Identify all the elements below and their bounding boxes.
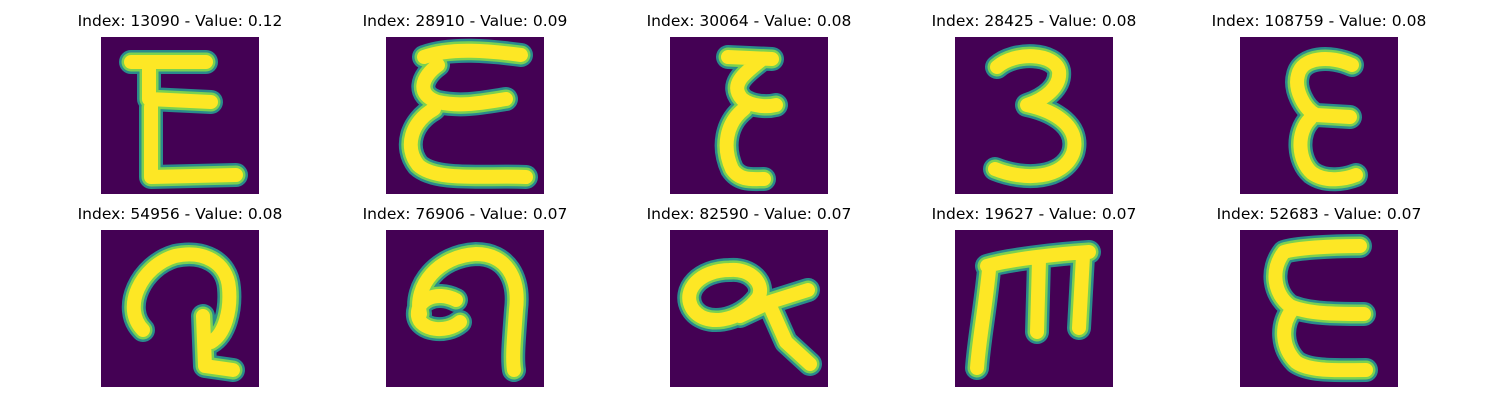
glyph-e-square-svg: [101, 37, 259, 194]
glyph-image-e-narrow: [670, 37, 828, 194]
glyph-image-loop-hook: [101, 230, 259, 387]
panel-title: Index: 108759 - Value: 0.08: [1211, 12, 1427, 30]
glyph-image-e-round: [1240, 37, 1398, 194]
panel-7: Index: 76906 - Value: 0.07: [335, 203, 595, 388]
panel-title: Index: 19627 - Value: 0.07: [931, 205, 1137, 223]
glyph-loop-hook: [121, 242, 245, 382]
glyph-image-m-shape: [955, 230, 1113, 387]
glyph-m-shape: [965, 240, 1101, 380]
panel-title: Index: 82590 - Value: 0.07: [646, 205, 852, 223]
glyph-image-e-square: [101, 37, 259, 194]
panel-3: Index: 30064 - Value: 0.08: [619, 10, 879, 195]
panel-title: Index: 30064 - Value: 0.08: [646, 12, 852, 30]
panel-title: Index: 76906 - Value: 0.07: [362, 205, 568, 223]
glyph-e-tall-svg: [1240, 230, 1398, 387]
panel-5: Index: 108759 - Value: 0.08: [1189, 10, 1449, 195]
glyph-e-round: [1285, 47, 1368, 192]
glyph-curl-hook: [406, 242, 529, 382]
panel-1: Index: 13090 - Value: 0.12: [50, 10, 310, 195]
panel-8: Index: 82590 - Value: 0.07: [619, 203, 879, 388]
glyph-curl-hook-svg: [386, 230, 544, 387]
glyph-e-wavy: [398, 38, 538, 189]
panel-2: Index: 28910 - Value: 0.09: [335, 10, 595, 195]
glyph-three-svg: [955, 37, 1113, 194]
glyph-image-three: [955, 37, 1113, 194]
glyph-image-alpha-tail: [670, 230, 828, 387]
glyph-e-square: [119, 50, 248, 189]
glyph-alpha-tail-svg: [670, 230, 828, 387]
panel-9: Index: 19627 - Value: 0.07: [904, 203, 1164, 388]
glyph-e-narrow-svg: [670, 37, 828, 194]
glyph-loop-hook-svg: [101, 230, 259, 387]
glyph-e-wavy-svg: [386, 37, 544, 194]
glyph-e-round-svg: [1240, 37, 1398, 194]
glyph-image-e-tall: [1240, 230, 1398, 387]
panel-title: Index: 13090 - Value: 0.12: [77, 12, 283, 30]
panel-title: Index: 52683 - Value: 0.07: [1216, 205, 1422, 223]
panel-title: Index: 28910 - Value: 0.09: [362, 12, 568, 30]
glyph-m-shape-svg: [955, 230, 1113, 387]
panel-title: Index: 28425 - Value: 0.08: [931, 12, 1137, 30]
glyph-e-narrow: [714, 45, 788, 192]
panel-title: Index: 54956 - Value: 0.08: [77, 205, 283, 223]
panel-4: Index: 28425 - Value: 0.08: [904, 10, 1164, 195]
glyph-image-e-wavy: [386, 37, 544, 194]
glyph-e-tall: [1263, 234, 1378, 383]
glyph-alpha-tail: [677, 257, 822, 376]
glyph-three: [983, 44, 1087, 189]
glyph-image-curl-hook: [386, 230, 544, 387]
panel-6: Index: 54956 - Value: 0.08: [50, 203, 310, 388]
panel-10: Index: 52683 - Value: 0.07: [1189, 203, 1449, 388]
